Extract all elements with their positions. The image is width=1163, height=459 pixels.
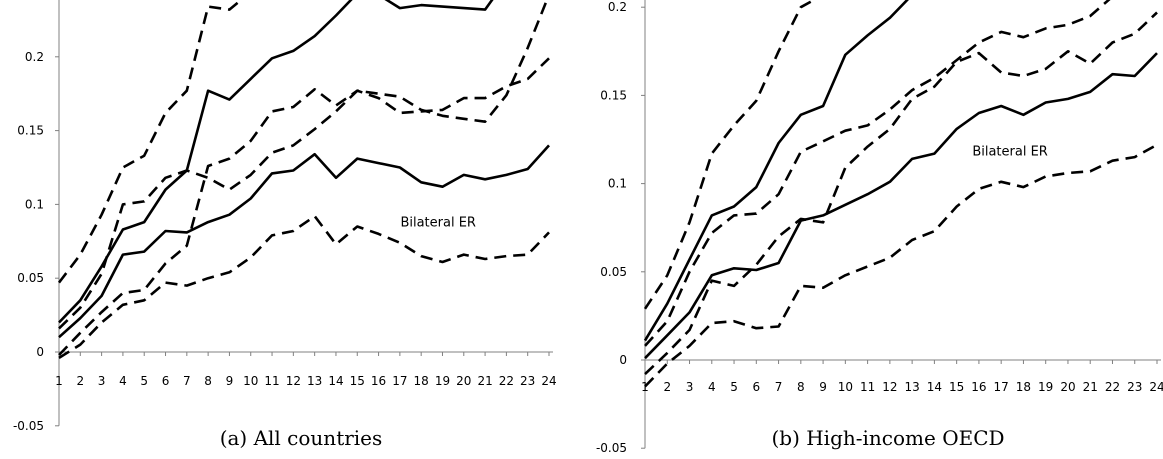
y-tick-label: 0 [36, 345, 44, 359]
x-tick-label: 6 [162, 374, 170, 388]
x-tick-label: 4 [708, 380, 716, 394]
x-tick-label: 15 [949, 380, 964, 394]
annotation-label: Bilateral ER [972, 144, 1048, 159]
x-tick-label: 5 [140, 374, 148, 388]
x-tick-label: 11 [264, 374, 279, 388]
y-tick-label: 0.15 [17, 124, 44, 138]
x-tick-label: 9 [226, 374, 234, 388]
series-line-6-dashed [644, 143, 1158, 388]
x-tick-label: 17 [392, 374, 407, 388]
x-tick-label: 18 [1016, 380, 1031, 394]
y-tick-label: -0.05 [596, 441, 627, 455]
y-tick-label: 0.15 [600, 88, 627, 102]
x-tick-label: 24 [1149, 380, 1163, 394]
x-tick-label: 15 [350, 374, 365, 388]
series-line-2-dashed [57, 0, 243, 284]
x-tick-label: 7 [775, 380, 783, 394]
x-tick-label: 21 [1083, 380, 1098, 394]
x-tick-label: 14 [927, 380, 942, 394]
x-tick-label: 9 [819, 380, 827, 394]
x-tick-label: 10 [243, 374, 258, 388]
x-tick-label: 6 [752, 380, 760, 394]
x-tick-label: 24 [541, 374, 556, 388]
y-tick-label: 0.05 [17, 271, 44, 285]
x-tick-label: 13 [904, 380, 919, 394]
x-tick-label: 14 [328, 374, 343, 388]
x-tick-label: 1 [641, 380, 649, 394]
x-tick-label: 7 [183, 374, 191, 388]
annotation-label: Bilateral ER [400, 216, 476, 231]
y-tick-label: 0.1 [25, 197, 44, 211]
x-tick-label: 4 [119, 374, 127, 388]
y-tick-label: 0.05 [600, 265, 627, 279]
x-tick-label: 22 [1105, 380, 1120, 394]
panel-b: -0.0500.050.10.150.20.250.30.350.4123456… [596, 0, 1163, 455]
y-tick-label: 0.2 [608, 0, 627, 14]
series-line-4-solid [644, 52, 1158, 360]
x-tick-label: 8 [204, 374, 212, 388]
x-tick-label: 19 [435, 374, 450, 388]
x-tick-label: 12 [882, 380, 897, 394]
x-tick-label: 16 [971, 380, 986, 394]
x-tick-label: 3 [98, 374, 106, 388]
x-tick-label: 2 [663, 380, 671, 394]
x-tick-label: 20 [1060, 380, 1075, 394]
y-tick-label: -0.05 [13, 419, 44, 433]
figure-caption: (a) All countries [220, 426, 383, 450]
panel-a: -0.0500.050.10.150.20.250.30.350.40.4512… [13, 0, 557, 450]
x-tick-label: 21 [477, 374, 492, 388]
series-line-6-dashed [58, 214, 550, 360]
series-line-5-dashed [58, 57, 550, 356]
x-tick-label: 12 [286, 374, 301, 388]
x-tick-label: 17 [994, 380, 1009, 394]
x-tick-label: 16 [371, 374, 386, 388]
x-tick-label: 5 [730, 380, 738, 394]
y-tick-label: 0.2 [25, 50, 44, 64]
x-tick-label: 13 [307, 374, 322, 388]
x-tick-label: 11 [860, 380, 875, 394]
x-tick-label: 18 [414, 374, 429, 388]
x-tick-label: 23 [1127, 380, 1142, 394]
x-tick-label: 10 [838, 380, 853, 394]
y-tick-label: 0 [619, 353, 627, 367]
series-line-2-dashed [643, 0, 817, 310]
x-tick-label: 1 [55, 374, 63, 388]
series-line-5-dashed [644, 11, 1158, 376]
x-tick-label: 3 [686, 380, 694, 394]
x-tick-label: 23 [520, 374, 535, 388]
series-line-4-solid [58, 144, 550, 339]
y-tick-label: 0.1 [608, 177, 627, 191]
x-tick-label: 20 [456, 374, 471, 388]
x-tick-label: 2 [76, 374, 84, 388]
x-tick-label: 19 [1038, 380, 1053, 394]
x-tick-label: 22 [499, 374, 514, 388]
series-line-3-dashed [644, 0, 1111, 347]
series-line-1-solid [643, 0, 909, 342]
series-line-3-dashed [58, 0, 549, 330]
figure-caption: (b) High-income OECD [771, 426, 1004, 450]
x-tick-label: 8 [797, 380, 805, 394]
series-line-1-solid [58, 0, 494, 324]
